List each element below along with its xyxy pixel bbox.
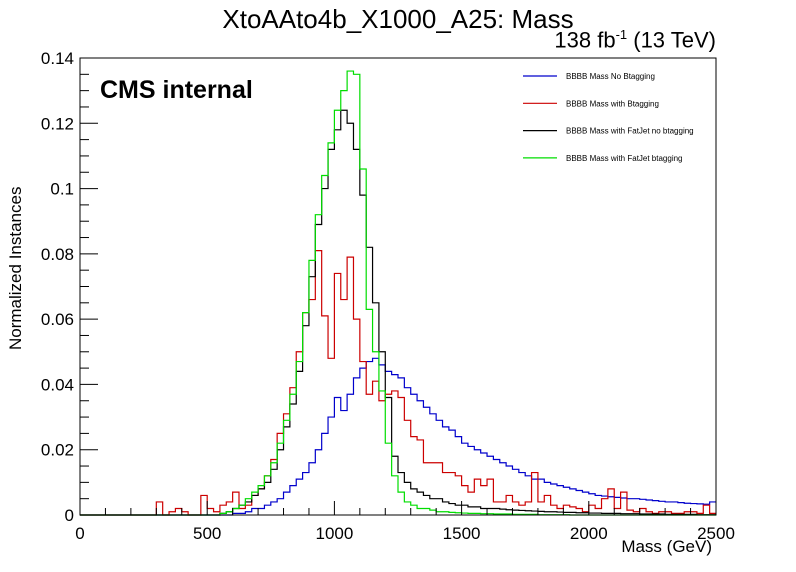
y-tick-label: 0.12 — [41, 114, 74, 133]
luminosity-label: 138 fb-1 (13 TeV) — [554, 27, 716, 53]
series-line-1 — [80, 249, 716, 516]
y-tick-label: 0 — [65, 506, 74, 525]
legend-label-2: BBBB Mass with FatJet no btagging — [566, 127, 694, 136]
y-tick-label: 0.06 — [41, 310, 74, 329]
x-tick-label: 2500 — [697, 524, 735, 543]
y-tick-label: 0.08 — [41, 245, 74, 264]
x-tick-label: 1500 — [443, 524, 481, 543]
y-tick-label: 0.14 — [41, 49, 74, 68]
legend-label-3: BBBB Mass with FatJet btagging — [566, 154, 683, 163]
y-tick-label: 0.1 — [50, 180, 74, 199]
x-tick-label: 0 — [75, 524, 84, 543]
lumi-energy: (13 TeV) — [633, 27, 716, 53]
y-tick-label: 0.04 — [41, 375, 74, 394]
chart-title: XtoAAto4b_X1000_A25: Mass — [222, 4, 574, 34]
y-axis-label: Normalized Instances — [6, 186, 25, 350]
series-line-2 — [80, 109, 716, 516]
x-tick-label: 500 — [193, 524, 221, 543]
lumi-value: 138 fb — [554, 27, 616, 53]
y-tick-label: 0.02 — [41, 441, 74, 460]
x-axis-label: Mass (GeV) — [621, 537, 712, 556]
x-tick-label: 2000 — [570, 524, 608, 543]
cms-label: CMS internal — [100, 76, 253, 104]
legend-label-0: BBBB Mass No Btagging — [566, 72, 655, 81]
series-line-3 — [80, 70, 716, 516]
legend-label-1: BBBB Mass with Btagging — [566, 99, 659, 108]
x-tick-label: 1000 — [315, 524, 353, 543]
lumi-exponent: -1 — [615, 27, 628, 42]
series-line-0 — [80, 357, 716, 516]
